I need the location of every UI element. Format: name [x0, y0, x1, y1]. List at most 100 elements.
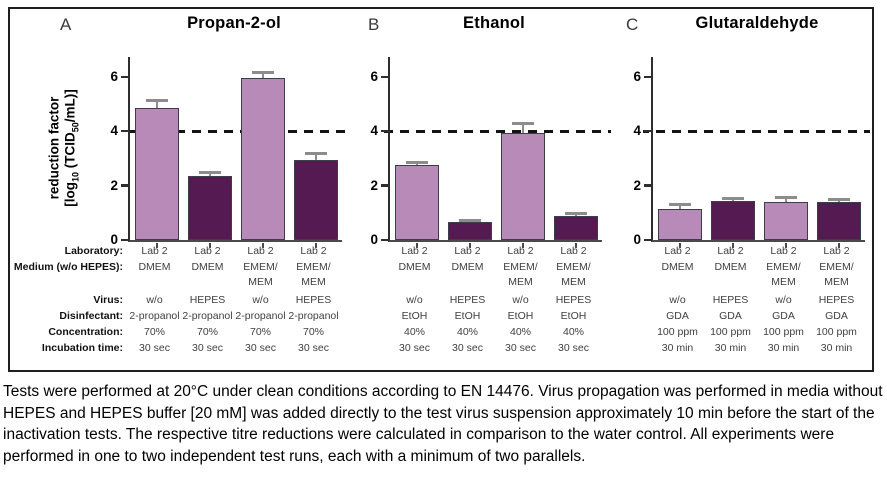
table-cell: Lab 2 — [247, 245, 274, 257]
error-bar-cap — [774, 195, 797, 199]
error-bar-cap — [668, 203, 691, 207]
error-bar-stem — [415, 162, 418, 168]
panel-letter-b: B — [368, 15, 380, 34]
table-cell: 2-propanol — [288, 310, 339, 322]
table-cell: Lab 2 — [770, 245, 797, 257]
table-cell: 30 min — [661, 342, 694, 354]
table-cell: 30 sec — [505, 342, 536, 354]
panel-title-b: Ethanol — [463, 14, 525, 32]
y-axis-tick-label: 2 — [348, 176, 380, 195]
bar — [447, 222, 492, 240]
x-axis-tick — [574, 242, 577, 248]
table-cell: HEPES — [555, 294, 592, 306]
table-cell: 100 ppm — [816, 326, 857, 338]
x-axis-tick — [837, 242, 840, 248]
y-axis-tick — [121, 184, 128, 187]
plot-area-c: 0 2 4 6 — [611, 57, 865, 249]
table-cell: 2-propanol — [129, 310, 180, 322]
x-axis-tick — [261, 242, 264, 248]
x-axis-tick — [155, 242, 158, 248]
table-cell: 30 sec — [558, 342, 589, 354]
x-axis-tick — [314, 242, 317, 248]
table-cell: 30 sec — [245, 342, 276, 354]
y-axis-tick-label: 6 — [348, 67, 380, 86]
table-cell: 30 sec — [298, 342, 329, 354]
bar — [240, 78, 285, 240]
x-axis-tick — [784, 242, 787, 248]
panel-title-a: Propan-2-ol — [187, 14, 281, 32]
y-axis-tick — [644, 184, 651, 187]
y-axis-tick — [381, 75, 388, 79]
y-axis-tick-label: 6 — [88, 67, 120, 86]
table-cell: 30 sec — [399, 342, 430, 354]
table-cell: EMEM/ — [296, 261, 331, 273]
panel-letter-c: C — [626, 15, 639, 34]
table-cell: GDA — [825, 310, 848, 322]
table-cell: EtOH — [507, 310, 534, 322]
table-cell: 100 ppm — [710, 326, 751, 338]
table-cell: 30 min — [820, 342, 853, 354]
table-row-header: Disinfectant: — [59, 310, 123, 322]
table-cell: Lab 2 — [560, 245, 587, 257]
table-cell: HEPES — [449, 294, 486, 306]
table-cell: GDA — [772, 310, 795, 322]
y-axis-tick-label: 4 — [611, 122, 643, 141]
table-row-header: Incubation time: — [41, 342, 123, 354]
table-cell: EMEM/ — [556, 261, 591, 273]
table-row-header: Virus: — [93, 294, 123, 306]
table-cell: Lab 2 — [717, 245, 744, 257]
table-cell: DMEM — [191, 261, 224, 273]
table-cell: w/o — [669, 294, 686, 306]
table-cell: GDA — [666, 310, 689, 322]
table-cell: HEPES — [189, 294, 226, 306]
table-cell: MEM — [248, 276, 273, 288]
y-axis-tick-label: 0 — [88, 231, 120, 249]
table-cell: 40% — [403, 326, 425, 338]
y-axis-tick-label: 2 — [611, 176, 643, 195]
y-axis-title-line2: [log10 (TCID50/mL)] — [62, 89, 81, 207]
table-cell: 2-propanol — [182, 310, 233, 322]
table-cell: EtOH — [454, 310, 481, 322]
error-bar-cap — [145, 99, 168, 102]
table-cell: EtOH — [401, 310, 428, 322]
bar — [500, 132, 545, 240]
x-axis-tick — [415, 242, 418, 248]
error-bar-cap — [721, 197, 744, 201]
table-cell: DMEM — [398, 261, 431, 273]
error-bar-stem — [314, 153, 317, 162]
table-cell: MEM — [301, 276, 326, 288]
error-bar-stem — [155, 100, 158, 111]
table-cell: 30 min — [767, 342, 800, 354]
error-bar-cap — [827, 197, 850, 201]
table-cell: 70% — [143, 326, 165, 338]
error-bar-cap — [564, 212, 587, 216]
x-axis-tick — [521, 242, 524, 248]
error-bar-stem — [784, 197, 787, 204]
bar — [394, 165, 439, 240]
error-bar-stem — [208, 172, 211, 179]
table-cell: MEM — [771, 276, 796, 288]
y-axis-tick — [381, 129, 388, 133]
table-cell: Lab 2 — [454, 245, 481, 257]
table-cell: Lab 2 — [300, 245, 327, 257]
error-bar-stem — [261, 72, 264, 81]
plot-area-b: 0 2 4 6 — [348, 57, 602, 249]
error-bar-stem — [521, 123, 524, 135]
panel-c: C Glutaraldehyde 0 2 4 6 Lab 2 DMEM w/o GDA 100… — [598, 9, 876, 370]
table-cell: HEPES — [295, 294, 332, 306]
table-cell: Lab 2 — [507, 245, 534, 257]
table-cell: HEPES — [712, 294, 749, 306]
table-cell: 30 min — [714, 342, 747, 354]
panel-a: A Propan-2-ol reduction factor [log10 (T… — [10, 9, 342, 370]
table-cell: GDA — [719, 310, 742, 322]
error-bar-cap — [405, 161, 428, 164]
threshold-dashed-line — [128, 129, 870, 133]
y-axis-title: reduction factor [log10 (TCID50/mL)] — [47, 89, 84, 207]
table-cell: 70% — [302, 326, 324, 338]
table-cell: EMEM/ — [819, 261, 854, 273]
y-axis-tick — [381, 184, 388, 187]
table-row-header: Concentration: — [48, 326, 123, 338]
table-cell: EtOH — [560, 310, 587, 322]
table-cell: 40% — [509, 326, 531, 338]
y-axis-tick — [644, 129, 651, 133]
